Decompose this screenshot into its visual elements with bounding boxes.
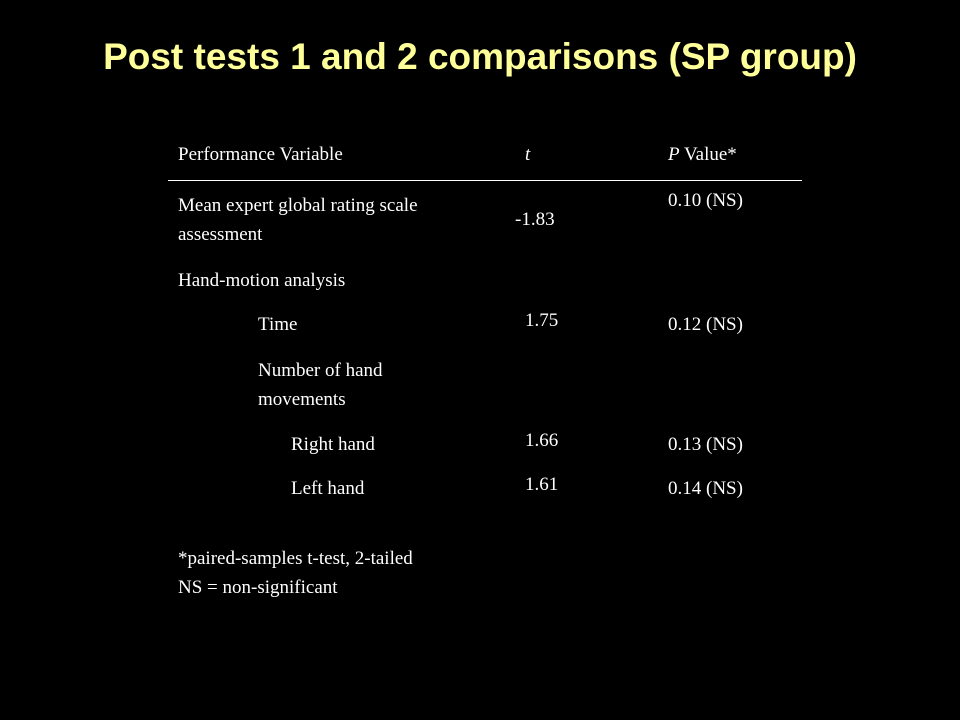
header-performance-variable: Performance Variable xyxy=(178,144,343,165)
row-label-hand-motion-analysis: Hand-motion analysis xyxy=(178,270,346,291)
row-label-number-of-hand-movements: Number of hand movements xyxy=(258,360,383,410)
row-p-global-rating: 0.10 (NS) xyxy=(668,190,743,211)
header-p-value: P Value* xyxy=(668,140,737,169)
row-t-left-hand: 1.61 xyxy=(525,474,559,495)
row-t-global-rating: -1.83 xyxy=(515,209,555,230)
row-t-time: 1.75 xyxy=(525,310,559,331)
row-label-time: Time xyxy=(258,314,298,335)
header-t: t xyxy=(525,144,531,165)
header-divider xyxy=(168,180,802,181)
slide-title: Post tests 1 and 2 comparisons (SP group… xyxy=(103,36,857,77)
footnote-test-type: *paired-samples t-test, 2-tailed xyxy=(178,548,413,569)
header-p-letter: P xyxy=(668,144,680,165)
footnote-ns-definition: NS = non-significant xyxy=(178,577,338,598)
row-p-time: 0.12 (NS) xyxy=(668,314,743,335)
row-p-left-hand: 0.14 (NS) xyxy=(668,478,743,499)
header-p-suffix: Value* xyxy=(679,144,737,165)
row-label-left-hand: Left hand xyxy=(291,478,365,499)
row-t-right-hand: 1.66 xyxy=(525,430,559,451)
row-label-global-rating: Mean expert global rating scale assessme… xyxy=(178,195,418,245)
row-label-right-hand: Right hand xyxy=(291,434,375,455)
row-p-right-hand: 0.13 (NS) xyxy=(668,434,743,455)
